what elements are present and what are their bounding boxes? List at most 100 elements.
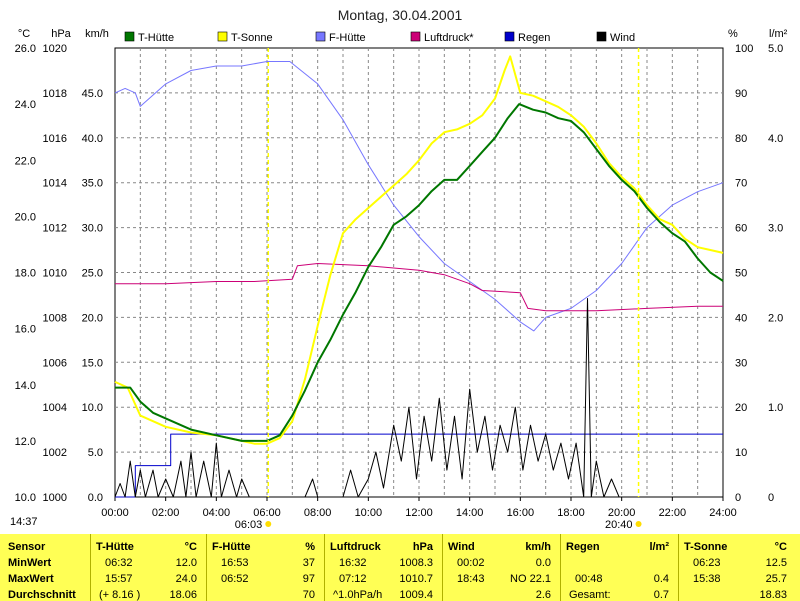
- row-label-avg: Durchschnitt: [8, 589, 76, 601]
- table-column: T-Hütte °C 06:32 12.0 15:57 24.0 (+ 8.16 ) 18.0…: [90, 534, 207, 601]
- column-name: Luftdruck: [330, 541, 381, 553]
- y-axis-label-right: %: [728, 28, 738, 40]
- y-tick-label-left: 24.0: [15, 99, 36, 111]
- y-tick-label-right: 2.0: [768, 312, 783, 324]
- y-tick-label-left: 1014: [43, 178, 67, 190]
- y-tick-label-right: 90: [735, 88, 747, 100]
- max-time: 15:38: [693, 573, 721, 585]
- column-unit: km/h: [525, 541, 551, 553]
- y-tick-label-left: 1004: [43, 402, 67, 414]
- y-tick-label-left: 1010: [43, 268, 67, 280]
- x-tick-label: 04:00: [203, 507, 231, 519]
- x-tick-label: 10:00: [355, 507, 383, 519]
- avg-value: 2.6: [535, 589, 551, 601]
- y-tick-label-right: 0: [735, 492, 741, 504]
- min-time: 06:23: [693, 557, 721, 569]
- sunset-marker: [635, 521, 642, 527]
- avg-note: ^1.0hPa/h: [333, 589, 383, 601]
- x-tick-label: 18:00: [557, 507, 585, 519]
- min-time: 00:02: [457, 557, 485, 569]
- y-tick-label-left: 10.0: [15, 492, 36, 504]
- legend-label: Luftdruck*: [424, 32, 474, 44]
- legend-label: Regen: [518, 32, 550, 44]
- y-tick-label-left: 0.0: [88, 492, 103, 504]
- legend-label: Wind: [610, 32, 635, 44]
- x-tick-label: 24:00: [709, 507, 737, 519]
- legend-swatch: [217, 31, 228, 42]
- max-value: 97: [302, 573, 315, 585]
- row-label-max: MaxWert: [8, 573, 54, 585]
- max-time: 07:12: [339, 573, 367, 585]
- min-value: 12.5: [765, 557, 787, 569]
- x-tick-label: 14:00: [456, 507, 484, 519]
- row-label-sensor: Sensor: [8, 541, 46, 553]
- x-tick-label: 08:00: [304, 507, 332, 519]
- y-tick-label-right: 4.0: [768, 133, 783, 145]
- series-line: [114, 61, 724, 332]
- row-label-min: MinWert: [8, 557, 52, 569]
- x-tick-label: 16:00: [507, 507, 535, 519]
- legend-swatch: [410, 31, 421, 42]
- table-column: Luftdruck hPa 16:32 1008.3 07:12 1010.7 ^1.0hP…: [324, 534, 443, 601]
- x-tick-label: 20:00: [608, 507, 636, 519]
- legend-label: F-Hütte: [329, 32, 366, 44]
- min-value: 0.0: [535, 557, 551, 569]
- y-axis-label-left: °C: [18, 28, 30, 40]
- y-tick-label-right: 80: [735, 133, 747, 145]
- min-value: 37: [302, 557, 315, 569]
- avg-value: 18.83: [759, 589, 787, 601]
- y-tick-label-left: 1002: [43, 447, 67, 459]
- avg-note: Gesamt:: [569, 589, 611, 601]
- series-line: [114, 55, 724, 445]
- avg-note: (+ 8.16 ): [99, 589, 141, 601]
- y-tick-label-left: 1012: [43, 223, 67, 235]
- y-tick-label-right: 60: [735, 223, 747, 235]
- legend-swatch: [504, 31, 515, 42]
- x-tick-label: 02:00: [152, 507, 180, 519]
- y-tick-label-right: 70: [735, 178, 747, 190]
- max-value: NO 22.1: [510, 573, 551, 585]
- column-name: Regen: [566, 541, 600, 553]
- sunset-label: 20:40: [605, 519, 633, 531]
- y-tick-label-right: 1.0: [768, 402, 783, 414]
- column-unit: %: [305, 541, 315, 553]
- y-tick-label-left: 1000: [43, 492, 67, 504]
- column-name: Wind: [448, 541, 475, 553]
- y-tick-label-left: 5.0: [88, 447, 103, 459]
- y-tick-label-right: 10: [735, 447, 747, 459]
- y-tick-label-left: 14.0: [15, 380, 36, 392]
- column-unit: hPa: [412, 541, 433, 553]
- y-tick-label-left: 1016: [43, 133, 67, 145]
- y-tick-label-left: 16.0: [15, 324, 36, 336]
- statistics-table: Sensor MinWert MaxWert Durchschnitt T-Hü…: [0, 534, 800, 601]
- legend-swatch: [596, 31, 607, 42]
- series-line: [115, 263, 723, 312]
- table-column: Regen l/m² 00:48 0.4 Gesamt: 0.7: [560, 534, 679, 601]
- legend-label: T-Hütte: [138, 32, 174, 44]
- y-tick-label-left: 1008: [43, 312, 67, 324]
- table-column: F-Hütte% 16:53 37 06:52 97 70: [206, 534, 325, 601]
- y-tick-label-left: 20.0: [82, 312, 103, 324]
- y-axis-label-left: hPa: [51, 28, 71, 40]
- max-time: 15:57: [105, 573, 133, 585]
- table-column: T-Sonne °C 06:23 12.5 15:38 25.7 18.83: [678, 534, 797, 601]
- min-time: 16:53: [221, 557, 249, 569]
- y-tick-label-left: 1020: [43, 43, 67, 55]
- y-axis-label-right: l/m²: [769, 28, 788, 40]
- y-tick-label-left: 22.0: [15, 155, 36, 167]
- x-tick-label: 00:00: [101, 507, 129, 519]
- y-tick-label-right: 3.0: [768, 223, 783, 235]
- y-tick-label-right: 50: [735, 268, 747, 280]
- max-value: 1010.7: [399, 573, 433, 585]
- min-value: 1008.3: [399, 557, 433, 569]
- chart-title: Montag, 30.04.2001: [338, 7, 463, 23]
- y-tick-label-left: 15.0: [82, 357, 103, 369]
- avg-value: 18.06: [169, 589, 197, 601]
- legend-label: T-Sonne: [231, 32, 273, 44]
- y-axis-label-left: km/h: [85, 28, 109, 40]
- column-unit: l/m²: [649, 541, 669, 553]
- series-line: [115, 433, 723, 498]
- y-tick-label-left: 40.0: [82, 133, 103, 145]
- column-unit: °C: [184, 541, 197, 553]
